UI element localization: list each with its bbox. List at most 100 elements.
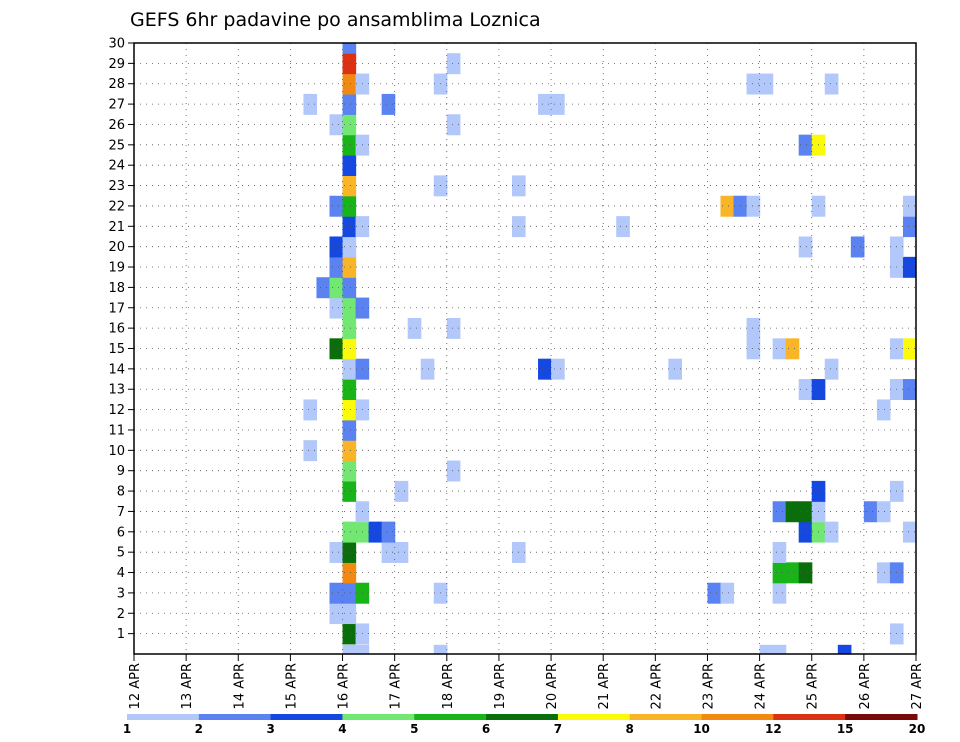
heatmap-cell	[720, 195, 735, 217]
legend-swatch	[342, 714, 415, 720]
heatmap-cell	[342, 419, 357, 441]
legend-swatch	[414, 714, 487, 720]
legend-swatch	[629, 714, 703, 720]
heatmap-cell	[381, 541, 396, 563]
y-tick-label: 1	[117, 627, 125, 642]
y-tick-label: 9	[117, 464, 125, 479]
color-legend: 1 2 3 4 5 6 7 8 10 12 15 20	[123, 714, 926, 736]
heatmap-cell	[329, 582, 344, 604]
x-axis: 12 APR 13 APR 14 APR 15 APR 16 APR 17 APR 18 A…	[128, 654, 925, 709]
heatmap-cell	[368, 521, 383, 543]
legend-label: 20	[909, 722, 926, 736]
heatmap-cell	[772, 338, 787, 360]
heatmap-cell	[342, 317, 357, 339]
y-tick-label: 27	[108, 98, 125, 113]
x-tick-label: 19 APR	[493, 663, 508, 709]
heatmap-cell	[342, 644, 357, 654]
heatmap-cell	[342, 155, 357, 176]
heatmap-cell	[342, 93, 357, 115]
legend-label: 15	[837, 722, 854, 736]
heatmap-cell	[342, 297, 357, 319]
heatmap-cell	[342, 603, 357, 625]
x-tick-label: 14 APR	[232, 663, 247, 709]
heatmap-cell	[902, 195, 916, 217]
heatmap-cell	[342, 195, 357, 217]
y-tick-label: 2	[117, 607, 125, 622]
heatmap-cell	[876, 562, 891, 584]
heatmap-cell	[420, 358, 435, 380]
chart-title: GEFS 6hr padavine po ansamblima Loznica	[130, 9, 541, 31]
heatmap-cell	[342, 562, 357, 584]
heatmap-cell	[342, 358, 357, 380]
heatmap-cell	[407, 317, 422, 339]
legend-swatch	[773, 714, 846, 720]
x-tick-label: 12 APR	[128, 663, 143, 709]
y-tick-label: 3	[117, 586, 125, 601]
heatmap-cell	[342, 582, 357, 604]
x-tick-label: 18 APR	[441, 663, 456, 709]
heatmap-cell	[824, 521, 839, 543]
y-axis: 1234567891011121314151617181920212223242…	[108, 37, 134, 642]
heatmap-cell	[342, 114, 357, 136]
y-tick-label: 16	[108, 322, 125, 337]
heatmap-cell	[837, 644, 852, 654]
legend-label: 4	[338, 722, 346, 736]
heatmap-cell	[329, 541, 344, 563]
y-tick-label: 26	[108, 118, 125, 133]
y-tick-label: 13	[108, 383, 125, 398]
heatmap-cell	[342, 623, 357, 645]
heatmap-cell	[329, 114, 344, 136]
heatmap-cell	[551, 93, 565, 115]
legend-label: 1	[123, 722, 131, 736]
heatmap-cell	[551, 358, 565, 380]
heatmap-cell	[902, 521, 916, 543]
legend-label: 2	[195, 722, 203, 736]
x-tick-label: 17 APR	[389, 663, 404, 709]
y-tick-label: 22	[108, 199, 125, 214]
heatmap-cell	[303, 399, 318, 421]
heatmap-cell	[446, 460, 461, 482]
heatmap-cell	[446, 53, 461, 75]
heatmap-cell	[772, 582, 787, 604]
heatmap-cell	[381, 93, 396, 115]
x-tick-label: 26 APR	[858, 663, 873, 709]
legend-swatch	[127, 714, 200, 720]
heatmap-cell	[342, 256, 357, 278]
heatmap-cell	[759, 644, 774, 654]
heatmap-cell	[798, 562, 813, 584]
heatmap-cell	[863, 501, 878, 523]
y-tick-label: 4	[117, 566, 125, 581]
heatmap-cell	[772, 541, 787, 563]
y-tick-label: 10	[108, 444, 125, 459]
y-tick-label: 28	[108, 77, 125, 92]
y-tick-label: 23	[108, 179, 125, 194]
y-tick-label: 21	[108, 220, 125, 235]
legend-label: 6	[482, 722, 490, 736]
heatmap-cell	[342, 399, 357, 421]
heatmap-cell	[785, 338, 800, 360]
heatmap-cell	[876, 501, 891, 523]
heatmap-cell	[329, 277, 344, 299]
x-tick-label: 13 APR	[180, 663, 195, 709]
heatmap-cell	[798, 521, 813, 543]
heatmap-cell	[342, 134, 357, 156]
legend-label: 10	[693, 722, 710, 736]
heatmap-cell	[329, 256, 344, 278]
x-tick-label: 21 APR	[597, 663, 612, 709]
heatmap-cell	[342, 53, 357, 75]
heatmap-cell	[446, 317, 461, 339]
heatmap-cell	[824, 73, 839, 95]
legend-swatch	[198, 714, 272, 720]
heatmap-cell	[342, 379, 357, 401]
heatmap-cell	[342, 73, 357, 95]
heatmap-cell	[329, 297, 344, 319]
heatmap-cell	[720, 582, 735, 604]
heatmap-cell	[798, 501, 813, 523]
legend-swatch	[557, 714, 631, 720]
heatmap-cell	[824, 358, 839, 380]
heatmap-cell	[394, 480, 409, 502]
heatmap-cell	[342, 541, 357, 563]
y-tick-label: 8	[117, 485, 125, 500]
heatmap-cell	[785, 501, 800, 523]
heatmap-cell	[355, 644, 370, 654]
